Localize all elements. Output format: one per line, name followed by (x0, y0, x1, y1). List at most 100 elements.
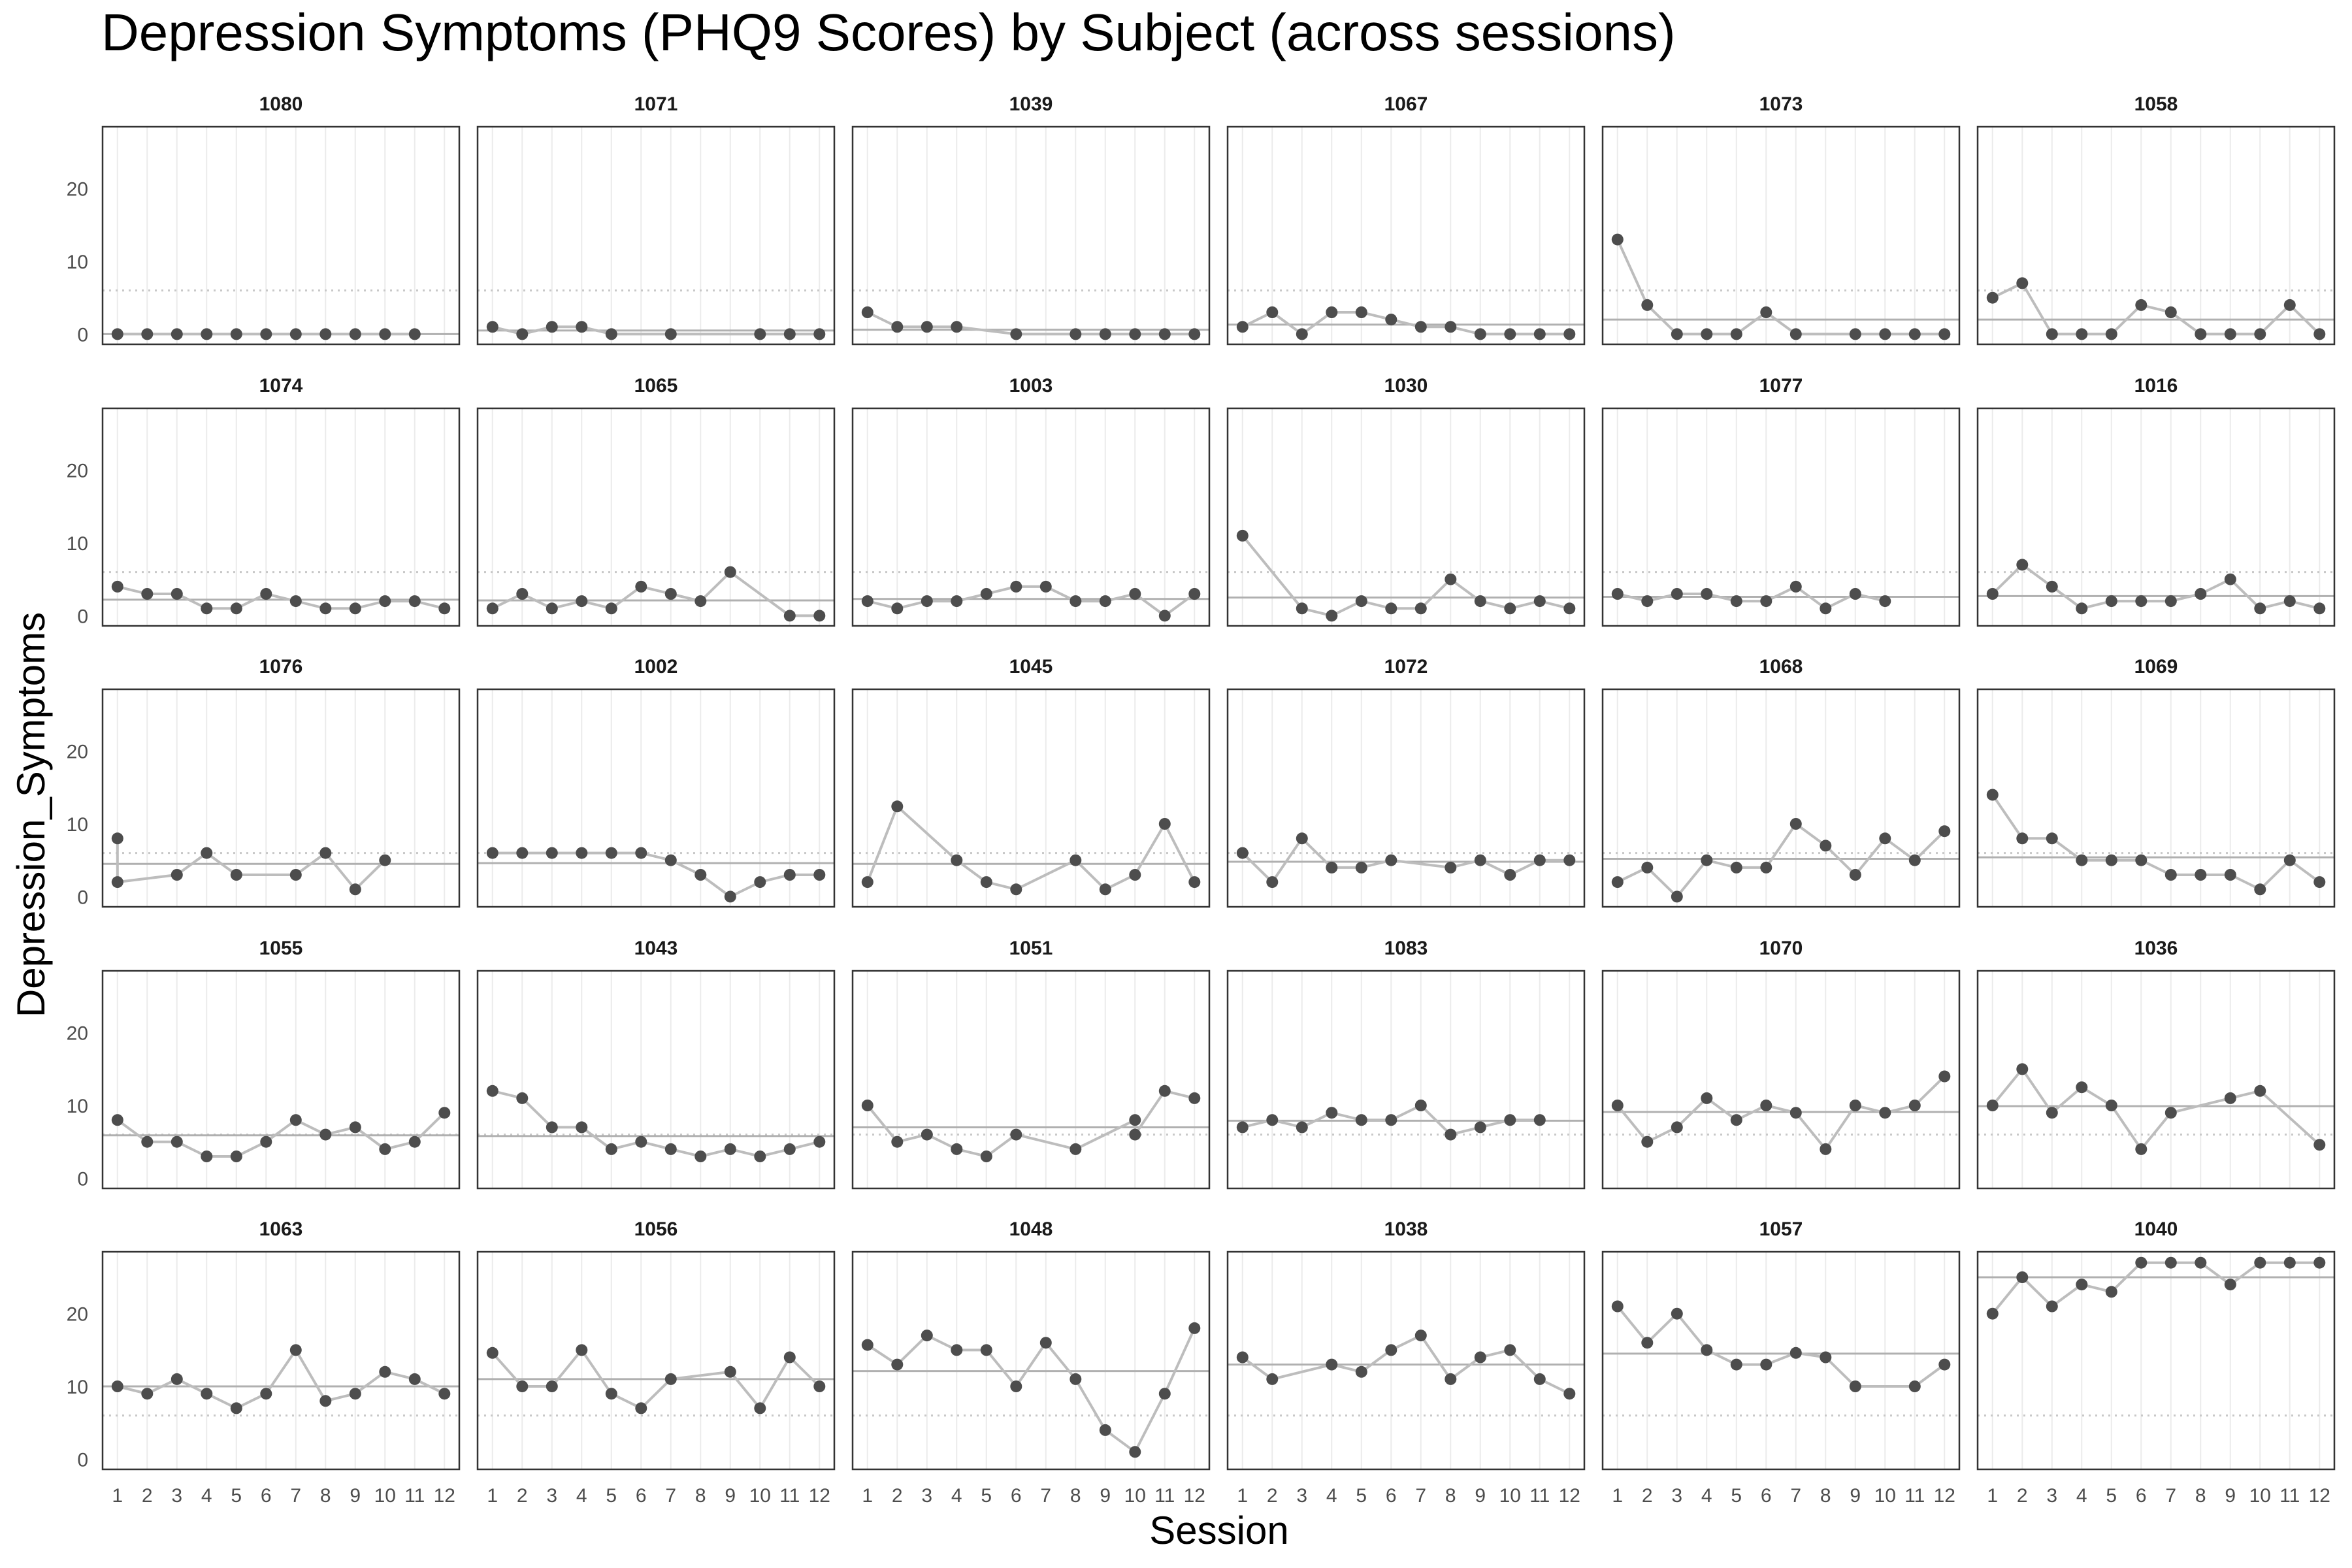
data-point (2046, 1300, 2058, 1313)
data-point (1820, 840, 1832, 852)
data-point (2283, 299, 2296, 311)
series-line (1991, 794, 2321, 891)
x-tick-label: 1 (112, 1485, 123, 1507)
facet-label: 1077 (1759, 375, 1803, 397)
panel-border (101, 125, 461, 346)
data-point (921, 595, 933, 608)
data-point (379, 1365, 391, 1378)
data-point (2283, 1256, 2296, 1269)
data-point (1849, 869, 1861, 881)
data-point (260, 1135, 272, 1148)
data-point (1070, 595, 1082, 608)
data-point (635, 847, 647, 859)
x-tick-label: 8 (1070, 1485, 1081, 1507)
data-point (1445, 861, 1457, 874)
facet-label: 1055 (259, 938, 303, 959)
x-tick-label: 11 (779, 1485, 800, 1507)
data-point (1641, 1135, 1654, 1148)
data-point (1188, 876, 1201, 889)
data-point (783, 328, 796, 340)
data-point (664, 1373, 677, 1385)
y-tick-label: 20 (67, 1304, 88, 1326)
data-point (1504, 1114, 1516, 1126)
data-point (861, 876, 874, 889)
data-point (289, 1114, 302, 1126)
data-point (2283, 595, 2296, 608)
data-point (2105, 1100, 2117, 1111)
panel-border (851, 1250, 1211, 1471)
data-point (1504, 328, 1516, 340)
y-tick-label: 20 (67, 1023, 88, 1045)
data-point (576, 1344, 588, 1356)
data-point (980, 1344, 992, 1356)
x-tick-label: 8 (1820, 1485, 1831, 1507)
data-point (813, 1380, 826, 1392)
data-point (1789, 1107, 1802, 1119)
chart-title: Depression Symptoms (PHQ9 Scores) by Sub… (101, 3, 1676, 61)
data-point (861, 1100, 874, 1111)
series-line (1241, 310, 1570, 336)
series-line (1241, 836, 1570, 885)
x-tick-label: 5 (1356, 1485, 1367, 1507)
x-tick-label: 8 (695, 1485, 706, 1507)
data-point (171, 1135, 183, 1148)
data-point (2076, 1081, 2088, 1094)
data-point (1099, 883, 1111, 896)
x-tick-label: 12 (809, 1485, 830, 1507)
x-tick-label: 2 (1642, 1485, 1653, 1507)
x-tick-label: 11 (1904, 1485, 1925, 1507)
data-point (486, 847, 498, 859)
x-tick-label: 7 (1415, 1485, 1426, 1507)
data-point (1070, 328, 1082, 340)
facet-label: 1051 (1009, 938, 1053, 959)
data-point (1474, 1121, 1486, 1134)
series-line (492, 851, 820, 898)
data-point (201, 328, 213, 340)
data-point (260, 328, 272, 340)
data-point (576, 321, 588, 333)
data-point (2016, 1063, 2029, 1075)
data-point (1701, 1344, 1713, 1356)
data-point (1445, 573, 1457, 585)
x-tick-label: 9 (2225, 1485, 2236, 1507)
facet-label: 1002 (634, 656, 678, 678)
data-point (408, 595, 421, 608)
panel-border (1976, 1250, 2336, 1471)
series-line (866, 311, 1195, 336)
facet-label: 1030 (1384, 375, 1428, 397)
data-point (1938, 328, 1951, 340)
facet-label: 1071 (634, 93, 678, 115)
data-point (1760, 1100, 1772, 1111)
data-point (1129, 1446, 1141, 1458)
data-point (1129, 1114, 1141, 1126)
data-point (2046, 1107, 2058, 1119)
data-point (260, 1388, 272, 1400)
data-point (921, 1128, 933, 1141)
data-point (516, 847, 529, 859)
facet-label: 1045 (1009, 656, 1053, 678)
data-point (2313, 328, 2326, 340)
data-point (1474, 854, 1486, 866)
panel-border (1226, 125, 1586, 346)
facet-label: 1072 (1384, 656, 1428, 678)
data-point (1533, 595, 1546, 608)
data-point (111, 580, 123, 593)
panel-border (1601, 407, 1961, 627)
data-point (2164, 1256, 2177, 1269)
data-point (1533, 854, 1546, 866)
x-tick-label: 9 (1850, 1485, 1861, 1507)
data-point (694, 1151, 707, 1162)
data-point (1938, 1358, 1951, 1371)
data-point (1641, 299, 1654, 311)
data-point (2016, 832, 2029, 845)
data-point (171, 1373, 183, 1385)
data-point (2254, 883, 2266, 896)
data-point (921, 1330, 933, 1342)
data-point (1414, 321, 1427, 333)
data-point (486, 602, 498, 615)
facet-label: 1068 (1759, 656, 1803, 678)
x-tick-label: 12 (1934, 1485, 1955, 1507)
x-tick-label: 5 (1731, 1485, 1742, 1507)
x-tick-label: 2 (2017, 1485, 2028, 1507)
x-tick-label: 3 (546, 1485, 557, 1507)
